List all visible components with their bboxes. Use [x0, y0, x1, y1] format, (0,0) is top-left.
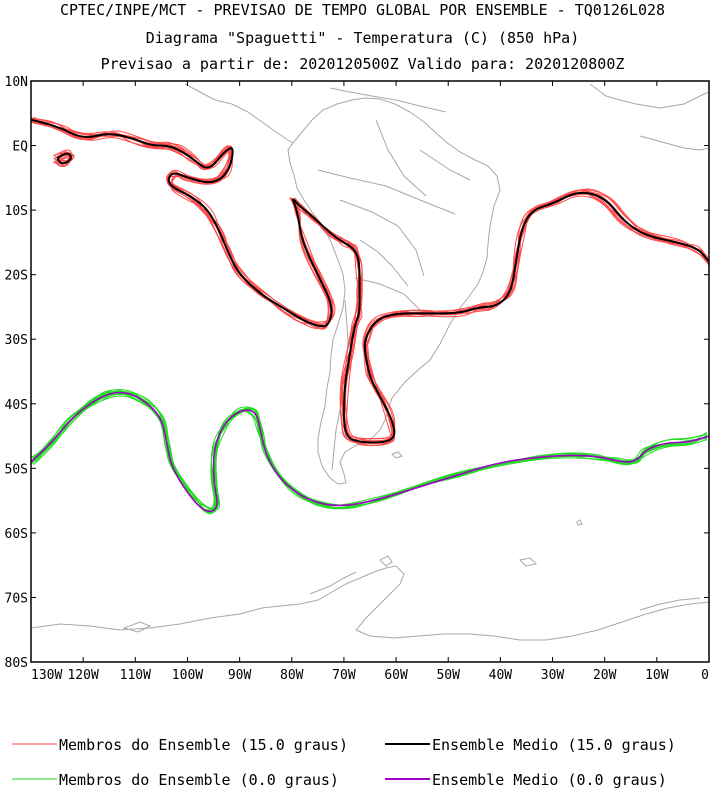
- lat-tick-label: 60S: [5, 527, 28, 542]
- ensemble-mean-15-contour: [31, 118, 709, 444]
- ensemble-member-0-contour: [31, 391, 707, 511]
- lat-tick-label: 30S: [5, 333, 28, 348]
- ensemble-member-0-contour: [34, 395, 708, 509]
- lat-tick-label: 40S: [5, 398, 28, 413]
- legend: Membros do Ensemble (15.0 graus) Ensembl…: [12, 736, 676, 789]
- lon-tick-label: 80W: [280, 668, 304, 683]
- ensemble-member-15-contour: [31, 117, 709, 441]
- lat-tick-label: 50S: [5, 462, 28, 477]
- lon-tick-label: 10W: [645, 668, 669, 683]
- ensemble-member-15-contour: [31, 120, 709, 440]
- lat-tick-label: 70S: [5, 591, 28, 606]
- ensemble-member-0-contour: [31, 393, 708, 510]
- lon-tick-label: 40W: [489, 668, 513, 683]
- ensemble-member-0-contour: [34, 392, 707, 511]
- title-line-1: CPTEC/INPE/MCT - PREVISAO DE TEMPO GLOBA…: [59, 1, 666, 19]
- map-frame: [30, 80, 710, 663]
- legend-label-members-15: Membros do Ensemble (15.0 graus): [59, 736, 348, 754]
- lat-tick-label: 10S: [5, 204, 28, 219]
- ensemble-members-0-layer: [31, 389, 708, 515]
- ensemble-member-15-contour: [52, 151, 70, 162]
- ensemble-mean-layer: [31, 118, 709, 513]
- ensemble-member-0-contour: [31, 392, 707, 514]
- lon-tick-label: 90W: [228, 668, 252, 683]
- lon-tick-label: 0: [701, 668, 709, 683]
- lon-tick-label: 60W: [384, 668, 408, 683]
- lon-tick-label: 130W: [31, 668, 62, 683]
- lon-tick-label: 20W: [593, 668, 617, 683]
- lon-tick-label: 70W: [332, 668, 356, 683]
- ensemble-mean-15-contour: [56, 152, 72, 165]
- legend-label-mean-15: Ensemble Medio (15.0 graus): [432, 736, 676, 754]
- lon-tick-label: 120W: [67, 668, 98, 683]
- ensemble-mean-0-contour: [31, 391, 709, 513]
- ensemble-member-0-contour: [31, 393, 707, 514]
- legend-label-members-0: Membros do Ensemble (0.0 graus): [59, 771, 339, 789]
- title-line-3: Previsao a partir de: 2020120500Z Valido…: [100, 55, 625, 73]
- lat-tick-label: 10N: [5, 75, 28, 90]
- lon-tick-label: 50W: [436, 668, 460, 683]
- ensemble-member-0-contour: [31, 390, 707, 514]
- lon-tick-label: 100W: [172, 668, 203, 683]
- title-line-2: Diagrama "Spaguetti" - Temperatura (C) (…: [145, 29, 580, 47]
- ensemble-member-15-contour: [33, 116, 707, 447]
- ensemble-member-0-contour: [33, 393, 707, 512]
- lon-tick-label: 30W: [541, 668, 565, 683]
- legend-label-mean-0: Ensemble Medio (0.0 graus): [432, 771, 667, 789]
- lat-tick-label: EQ: [12, 140, 28, 155]
- lat-tick-label: 20S: [5, 269, 28, 284]
- ensemble-member-0-contour: [31, 389, 707, 511]
- ensemble-member-0-contour: [32, 389, 707, 515]
- lon-tick-label: 110W: [120, 668, 151, 683]
- lat-tick-label: 80S: [5, 656, 28, 671]
